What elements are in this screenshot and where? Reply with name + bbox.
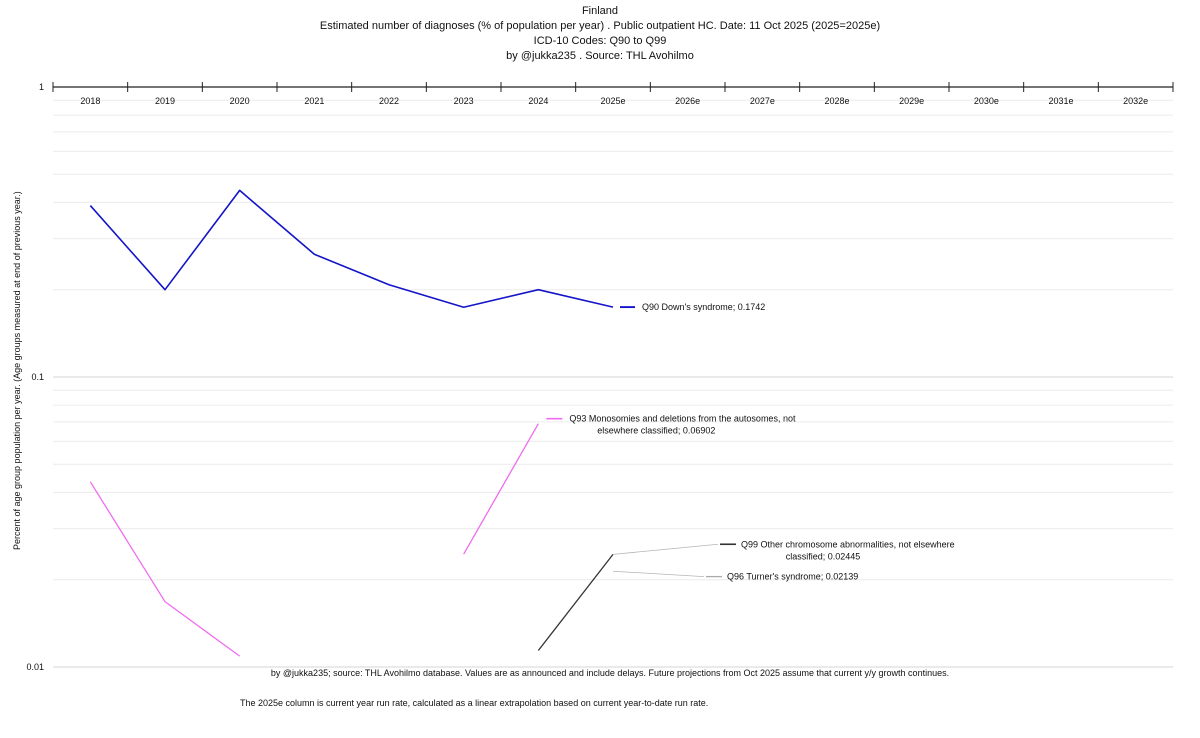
- x-tick-label: 2018: [80, 96, 100, 106]
- chart-author-line: by @jukka235 . Source: THL Avohilmo: [506, 50, 694, 62]
- y-axis-label: Percent of age group population per year…: [12, 191, 22, 550]
- series-label: Q90 Down's syndrome; 0.1742: [642, 302, 765, 312]
- series-label: Q96 Turner's syndrome; 0.02139: [727, 572, 858, 582]
- y-axis: 1 0.1 0.01: [26, 82, 44, 672]
- x-tick-label: 2028e: [824, 96, 849, 106]
- x-tick-label: 2019: [155, 96, 175, 106]
- chart-subtitle: Estimated number of diagnoses (% of popu…: [319, 20, 881, 32]
- x-tick-label: 2030e: [974, 96, 999, 106]
- chart-title-block: Finland Estimated number of diagnoses (%…: [0, 4, 1200, 64]
- series-lines: [89, 189, 614, 657]
- series-line-2: [537, 554, 614, 651]
- x-tick-label: 2027e: [750, 96, 775, 106]
- series-labels: Q90 Down's syndrome; 0.1742 Q93 Monosomie…: [546, 302, 955, 582]
- series-label: Q99 Other chromosome abnormalities, not …: [741, 539, 955, 549]
- y-tick-label: 0.01: [26, 662, 44, 672]
- x-tick-label: 2025e: [600, 96, 625, 106]
- series-label: Q93 Monosomies and deletions from the au…: [569, 414, 796, 424]
- x-tick-label: 2029e: [899, 96, 924, 106]
- x-tick-label: 2024: [528, 96, 548, 106]
- series-line-1: [463, 423, 539, 555]
- series-line-1: [89, 481, 241, 657]
- x-tick-label: 2022: [379, 96, 399, 106]
- y-tick-label: 0.1: [31, 372, 44, 382]
- series-label: elsewhere classified; 0.06902: [597, 426, 715, 436]
- x-tick-label: 2032e: [1123, 96, 1148, 106]
- x-tick-label: 2026e: [675, 96, 700, 106]
- label-leader-line: [612, 570, 705, 577]
- gridlines: [53, 86, 1173, 668]
- footnote-source: by @jukka235; source: THL Avohilmo datab…: [270, 668, 950, 678]
- y-tick-label: 1: [39, 82, 44, 92]
- chart-title: Finland: [581, 5, 619, 17]
- x-tick-label: 2031e: [1048, 96, 1073, 106]
- x-tick-label: 2020: [230, 96, 250, 106]
- series-label: classified; 0.02445: [786, 551, 861, 561]
- series-line-0: [89, 189, 614, 309]
- footnote-method: The 2025e column is current year run rat…: [240, 698, 709, 708]
- chart-codes-line: ICD-10 Codes: Q90 to Q99: [533, 35, 667, 47]
- x-tick-label: 2021: [304, 96, 324, 106]
- label-leader-line: [612, 543, 719, 555]
- x-axis: 2018 2019 2020 2021 2022 2023 2024 2025e 2026e 20…: [52, 82, 1174, 106]
- x-tick-label: 2023: [454, 96, 474, 106]
